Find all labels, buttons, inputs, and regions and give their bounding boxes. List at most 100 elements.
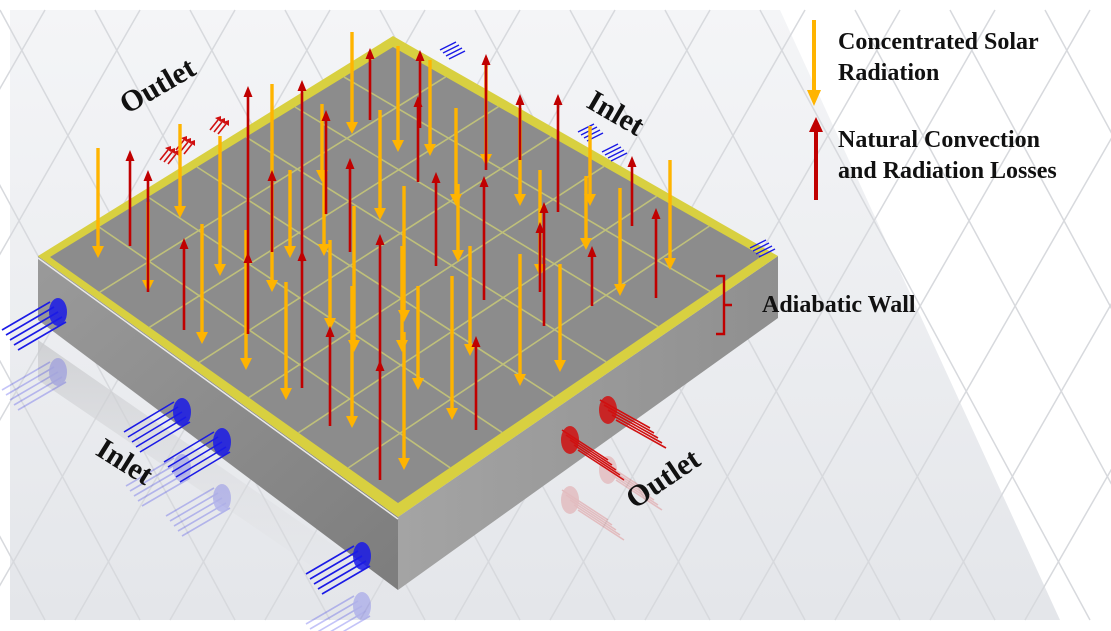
solar-arrow [614,188,626,296]
inlet-port-bottom-2 [163,428,231,483]
inlet-flows [1,41,776,631]
cell-line [98,226,451,469]
legend-solar-line2: Radiation [838,60,940,86]
solar-arrow [554,264,566,372]
floor-line [759,9,1091,621]
loss-arrow [651,208,661,298]
loss-arrow [243,86,253,262]
solar-arrow [92,148,104,258]
cell-line [196,166,555,398]
loss-arrow [179,238,189,330]
cell-line [347,225,710,469]
outlet-top-arrows [159,146,179,165]
loss-arrow [325,326,335,426]
solar-arrow [196,224,208,344]
floor-line [0,9,141,256]
cell-line [245,136,607,363]
inlet-port-bottom-1 [123,398,191,453]
inlet-reflection [305,592,371,631]
solar-arrow [664,160,676,270]
loss-arrow [243,252,253,334]
inlet-far-strokes [601,143,628,162]
label-adiabatic-wall: Adiabatic Wall [762,292,916,318]
cell-line [343,76,711,292]
solar-arrow [412,286,424,390]
cell-line [298,195,658,434]
loss-arrow [587,246,597,306]
loss-arrow [515,94,525,160]
inlet-port-left [1,298,67,351]
loss-arrow [627,156,637,226]
plate-cell-grid [98,76,711,469]
legend-loss-arrow [809,117,823,200]
solar-arrow [324,240,336,330]
outlet-reflection [561,486,625,541]
solar-arrow [284,170,296,258]
legend-solar-arrow [807,20,821,106]
loss-arrow [415,50,425,128]
inlet-reflection [1,358,67,411]
legend-loss-label: Natural Convection and Radiation Losses [838,125,1057,187]
loss-arrow [481,54,491,170]
floor-line [0,359,141,621]
legend-solar-label: Concentrated Solar Radiation [838,27,1039,89]
plate-reflection [38,340,398,625]
loss-arrow [345,158,355,252]
loss-arrow [321,110,331,214]
loss-arrow [143,170,153,292]
solar-arrow [398,332,410,470]
legend-solar-line1: Concentrated Solar [838,29,1039,55]
floor-line [644,9,996,621]
loss-arrow [539,202,549,326]
cell-line [147,196,503,434]
loss-arrows [125,48,661,480]
floor-line [834,137,1111,621]
solar-arrow [424,60,436,156]
solar-arrow [346,286,358,428]
solar-arrow [174,124,186,218]
legend-loss-line2: and Radiation Losses [838,158,1057,184]
outlet-reflection [599,456,663,511]
loss-arrow [413,96,423,182]
cell-line [294,106,659,328]
outlet-flows [159,116,667,541]
inlet-reflection [125,454,191,507]
solar-arrow [280,282,292,400]
outlet-port-bottom-1 [561,426,625,481]
loss-arrow [431,172,441,266]
inlet-reflection [165,484,231,537]
plate-left-side [38,256,398,590]
solar-arrow [514,254,526,386]
floor-line [1024,468,1111,621]
loss-arrow [297,80,307,262]
adiabatic-wall-bracket [716,274,732,336]
solar-arrow [346,32,358,134]
plate-right-side [398,256,778,590]
outlet-top-arrows [209,116,229,135]
loss-arrow [267,170,277,252]
loss-arrow [297,250,307,388]
loss-arrow [553,94,563,212]
floor-line [664,9,996,621]
legend-loss-line1: Natural Convection [838,127,1040,153]
loss-arrow [125,150,135,246]
floor-line [929,303,1111,621]
inlet-far-strokes [439,41,466,60]
solar-arrow [580,176,592,250]
floor-line [1044,9,1111,134]
solar-radiation-arrows [92,32,676,470]
loss-arrow [375,234,385,372]
inlet-port-bottom-3 [305,542,371,595]
loss-arrow [471,336,481,430]
floor-line [739,9,1091,621]
outlet-port-bottom-2 [599,396,667,449]
loss-arrow [365,48,375,120]
plate-top [50,47,762,503]
solar-arrow [452,184,464,262]
plate-edge-highlight [37,257,399,520]
floor-line [949,9,1111,310]
loss-arrow [375,360,385,480]
solar-arrow [446,276,458,420]
inlet-far-strokes [749,239,776,258]
